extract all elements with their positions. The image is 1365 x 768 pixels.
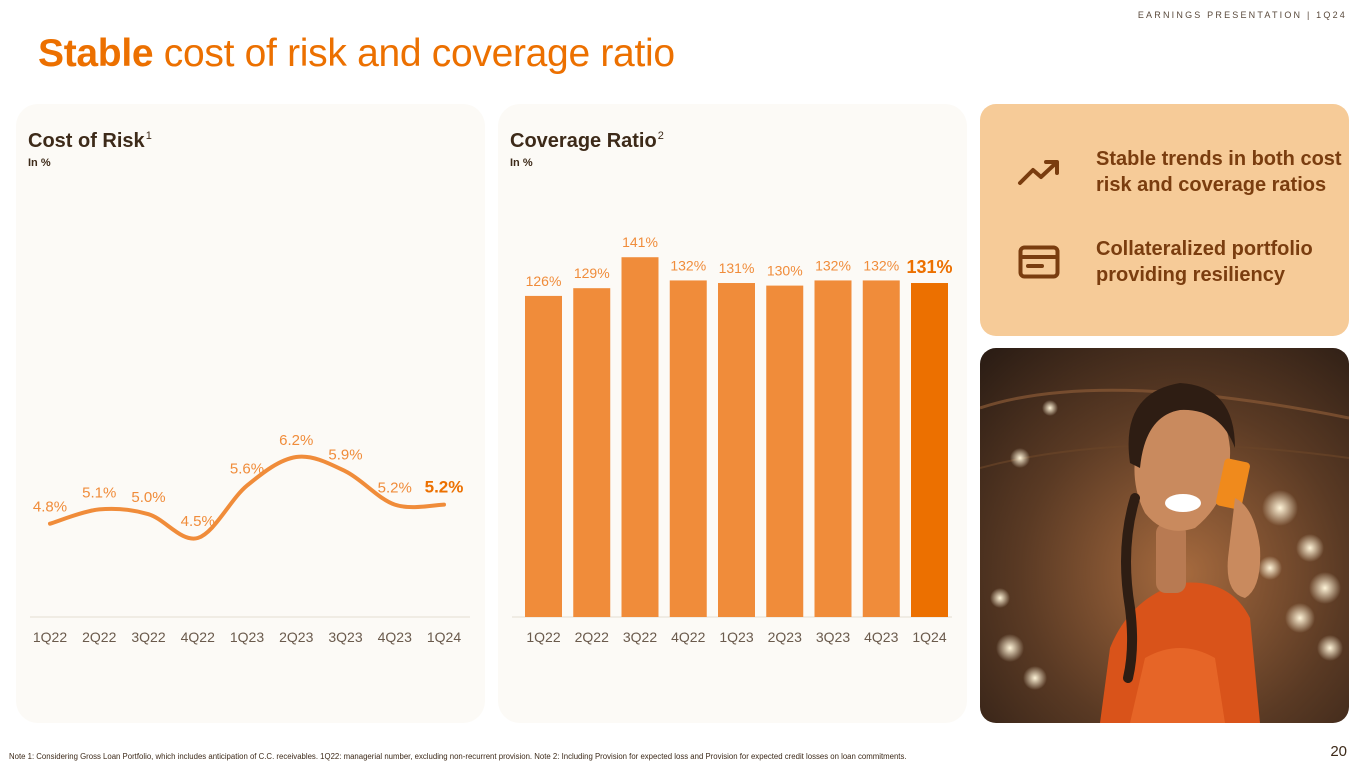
risk-tick-label: 3Q22 bbox=[131, 629, 165, 645]
coverage-ratio-title-text: Coverage Ratio bbox=[510, 130, 657, 152]
coverage-data-label: 131% bbox=[906, 257, 952, 277]
coverage-tick-label: 1Q22 bbox=[526, 629, 560, 645]
highlight-stable-trends: Stable trends in both cost risk and cove… bbox=[1016, 146, 1346, 198]
coverage-ratio-title-sup: 2 bbox=[657, 130, 664, 142]
risk-data-label: 4.5% bbox=[181, 513, 215, 530]
coverage-bar bbox=[621, 257, 659, 617]
title-strong: Stable bbox=[38, 32, 154, 75]
highlight-collateralized: Collateralized portfolio providing resil… bbox=[1016, 236, 1346, 288]
highlights-card: Stable trends in both cost risk and cove… bbox=[980, 104, 1349, 336]
coverage-ratio-panel: Coverage Ratio2 In % 126% 1Q22 129% 2Q22 141… bbox=[498, 104, 967, 723]
coverage-tick-label: 2Q23 bbox=[768, 629, 802, 645]
risk-tick-label: 3Q23 bbox=[328, 629, 362, 645]
highlight-text-2: Collateralized portfolio providing resil… bbox=[1096, 238, 1313, 286]
coverage-bar bbox=[862, 280, 900, 617]
risk-series-line bbox=[48, 454, 446, 541]
coverage-bar bbox=[766, 285, 804, 617]
coverage-data-label: 132% bbox=[815, 257, 851, 273]
coverage-tick-label: 4Q22 bbox=[671, 629, 705, 645]
coverage-bar bbox=[911, 283, 948, 617]
risk-tick-label: 1Q22 bbox=[33, 629, 67, 645]
risk-data-label: 5.2% bbox=[425, 478, 464, 497]
highlight-text-1: Stable trends in both cost risk and cove… bbox=[1096, 148, 1342, 196]
cost-of-risk-title-text: Cost of Risk bbox=[28, 130, 145, 152]
coverage-data-label: 132% bbox=[863, 257, 899, 273]
footnote: Note 1: Considering Gross Loan Portfolio… bbox=[9, 752, 907, 761]
header-tag: EARNINGS PRESENTATION | 1Q24 bbox=[1137, 10, 1347, 20]
credit-card-icon bbox=[1016, 242, 1062, 282]
coverage-tick-label: 3Q23 bbox=[816, 629, 850, 645]
risk-tick-label: 1Q23 bbox=[230, 629, 264, 645]
cost-of-risk-title: Cost of Risk1 bbox=[28, 130, 152, 153]
coverage-data-label: 131% bbox=[719, 260, 755, 276]
risk-data-label: 5.9% bbox=[328, 446, 362, 463]
coverage-tick-label: 1Q23 bbox=[719, 629, 753, 645]
cost-of-risk-subtitle: In % bbox=[28, 157, 51, 169]
page-number: 20 bbox=[1330, 743, 1347, 760]
trending-up-icon bbox=[1016, 152, 1062, 192]
risk-data-label: 5.0% bbox=[131, 489, 165, 506]
coverage-data-label: 129% bbox=[574, 265, 610, 281]
risk-tick-label: 2Q23 bbox=[279, 629, 313, 645]
page-title: Stable cost of risk and coverage ratio bbox=[38, 32, 675, 76]
risk-tick-label: 1Q24 bbox=[427, 629, 461, 645]
title-rest: cost of risk and coverage ratio bbox=[153, 32, 675, 75]
coverage-data-label: 126% bbox=[526, 273, 562, 289]
risk-tick-label: 4Q23 bbox=[378, 629, 412, 645]
coverage-ratio-subtitle: In % bbox=[510, 157, 533, 169]
coverage-tick-label: 4Q23 bbox=[864, 629, 898, 645]
risk-data-label: 6.2% bbox=[279, 432, 313, 449]
coverage-bar bbox=[814, 280, 852, 617]
risk-data-label: 5.6% bbox=[230, 461, 264, 478]
coverage-data-label: 132% bbox=[670, 257, 706, 273]
coverage-bar bbox=[573, 288, 611, 617]
risk-tick-label: 2Q22 bbox=[82, 629, 116, 645]
coverage-tick-label: 1Q24 bbox=[912, 629, 946, 645]
coverage-data-label: 130% bbox=[767, 263, 803, 279]
coverage-ratio-chart: 126% 1Q22 129% 2Q22 141% 3Q22 132% 4Q22 131% 1Q23… bbox=[512, 234, 953, 645]
coverage-tick-label: 3Q22 bbox=[623, 629, 657, 645]
cost-of-risk-panel: Cost of Risk1 In % 4.8% 1Q22 5.1% 2Q22 5.0% 3… bbox=[16, 104, 485, 723]
coverage-bar bbox=[669, 280, 707, 617]
cost-of-risk-title-sup: 1 bbox=[145, 130, 152, 142]
coverage-data-label: 141% bbox=[622, 234, 658, 250]
lifestyle-photo bbox=[980, 348, 1349, 723]
cost-of-risk-chart: 4.8% 1Q22 5.1% 2Q22 5.0% 3Q22 4.5% 4Q22 5.6% 1Q23… bbox=[30, 432, 470, 645]
risk-data-label: 4.8% bbox=[33, 499, 67, 516]
risk-tick-label: 4Q22 bbox=[181, 629, 215, 645]
coverage-bar bbox=[718, 283, 755, 617]
coverage-tick-label: 2Q22 bbox=[575, 629, 609, 645]
risk-data-label: 5.2% bbox=[378, 480, 412, 497]
coverage-ratio-title: Coverage Ratio2 bbox=[510, 130, 664, 153]
risk-data-label: 5.1% bbox=[82, 484, 116, 501]
coverage-bar bbox=[525, 295, 562, 617]
